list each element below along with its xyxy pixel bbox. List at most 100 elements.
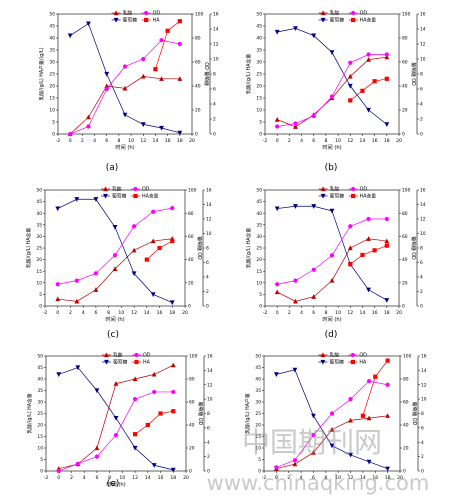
y-right2-tick-label: 10	[206, 231, 212, 237]
y-right2-tick-label: 12	[421, 382, 427, 388]
x-tick-label: 0	[276, 310, 279, 316]
y-left-tick-label: 0	[259, 304, 262, 310]
data-point-od	[74, 278, 79, 283]
legend: 乳酸 OD 葡萄糖 HA	[318, 352, 367, 366]
y-left-tick-label: 5	[259, 120, 262, 126]
data-point-glucose	[293, 26, 298, 31]
x-tick-label: 16	[158, 475, 164, 481]
y-right1-tick-label: 60	[195, 60, 201, 66]
y-right2-tick-label: 4	[420, 102, 423, 108]
x-tick-label: 4	[82, 310, 85, 316]
y-right1-tick-label: 100	[188, 188, 197, 194]
y-right2-tick-label: 8	[420, 246, 423, 252]
y-right1-tick-label: 40	[188, 257, 194, 263]
legend-marker	[103, 193, 108, 199]
y-right2-tick-label: 12	[420, 42, 426, 48]
series-line-ha	[155, 20, 181, 70]
y-right2-tick-label: 2	[206, 289, 209, 295]
data-point-glucose	[347, 83, 353, 89]
y-right1-tick-label: 100	[403, 354, 412, 360]
data-point-od	[366, 52, 371, 57]
x-tick-label: 8	[108, 475, 111, 481]
y-right1-tick-label: 0	[195, 132, 198, 138]
x-tick-label: 10	[335, 475, 341, 481]
x-axis-label: 时间 (h)	[105, 315, 124, 323]
data-point-lactic	[131, 247, 137, 253]
data-point-od	[132, 397, 138, 402]
y-left-tick-label: 20	[37, 423, 43, 429]
y-left-axis-label: 乳酸/(g/L) HA含量	[245, 228, 252, 268]
data-point-glucose	[56, 372, 62, 377]
legend-marker	[320, 352, 326, 358]
legend: 乳酸 OD 葡萄糖 HA	[102, 352, 151, 366]
y-right1-tick-label: 100	[195, 12, 204, 18]
x-tick-label: 10	[335, 138, 341, 144]
y-left-tick-label: 20	[255, 423, 261, 429]
data-point-lactic	[366, 57, 371, 62]
y-left-tick-label: 10	[256, 280, 262, 286]
legend-marker	[320, 10, 326, 16]
x-axis-label: 时间 (h)	[106, 480, 125, 488]
data-point-lactic	[159, 76, 164, 81]
data-point-ha	[165, 28, 170, 33]
legend-marker	[351, 10, 356, 16]
data-point-lactic	[150, 238, 156, 244]
y-left-tick-label: 5	[40, 457, 43, 463]
x-tick-label: 20	[189, 138, 195, 144]
data-point-ha	[348, 98, 353, 103]
data-point-lactic	[293, 124, 298, 129]
data-point-ha	[132, 432, 138, 437]
x-tick-label: 8	[324, 138, 327, 144]
data-point-glucose	[329, 50, 335, 55]
x-tick-label: -2	[43, 310, 48, 316]
y-left-tick-label: 5	[39, 292, 42, 298]
y-right1-tick-label: 0	[402, 132, 405, 138]
data-point-glucose	[159, 125, 164, 131]
y-right2-tick-label: 6	[207, 425, 210, 431]
y-right1-tick-label: 20	[403, 446, 409, 452]
y-left-tick-label: 40	[37, 377, 43, 383]
y-right2-tick-label: 10	[420, 57, 426, 63]
y-left-tick-label: 5	[52, 120, 55, 126]
y-right1-tick-label: 20	[188, 280, 194, 286]
series-line-lactic	[69, 76, 180, 135]
y-left-tick-label: 35	[37, 388, 43, 394]
x-tick-label: 0	[276, 138, 279, 144]
legend: 乳酸 OD 葡萄糖 HA含量	[101, 186, 159, 200]
x-tick-label: 14	[144, 310, 150, 316]
y-right2-tick-label: 6	[420, 260, 423, 266]
data-point-lactic	[274, 117, 280, 122]
y-right2-tick-label: 4	[206, 275, 209, 281]
y-left-tick-label: 30	[49, 60, 55, 66]
x-tick-label: 2	[81, 138, 84, 144]
x-tick-label: 0	[56, 310, 59, 316]
x-tick-label: 6	[95, 475, 98, 481]
y-left-tick-label: 30	[36, 234, 42, 240]
y-right1-tick-label: 60	[403, 400, 409, 406]
legend-label: 葡萄糖	[113, 359, 128, 366]
y-left-tick-label: 10	[37, 446, 43, 452]
y-right1-tick-label: 60	[189, 400, 195, 406]
legend-label: OD	[359, 353, 367, 359]
series-line-od	[57, 207, 173, 285]
y-left-tick-label: 0	[40, 469, 43, 475]
y-right2-tick-label: 10	[420, 231, 426, 237]
y-left-tick-label: 35	[255, 388, 261, 394]
x-tick-label: 10	[128, 138, 134, 144]
y-right2-tick-label: 14	[421, 368, 427, 374]
data-point-lactic	[366, 236, 371, 241]
y-right-axis-label: 葡萄糖 OD	[197, 402, 204, 426]
y-left-tick-label: 0	[259, 132, 262, 138]
x-tick-label: 18	[177, 138, 183, 144]
data-point-lactic	[112, 266, 118, 271]
y-left-tick-label: 50	[255, 354, 261, 360]
data-point-ha	[360, 413, 366, 418]
y-right2-tick-label: 2	[207, 454, 210, 460]
x-tick-label: 2	[288, 310, 291, 316]
x-tick-label: 20	[396, 310, 402, 316]
y-left-axis-label: 乳酸/(g/L) HA产量/(g/L)	[38, 47, 45, 100]
data-point-od	[348, 397, 353, 402]
y-right-axis-label: 葡萄糖 OD	[196, 236, 203, 260]
